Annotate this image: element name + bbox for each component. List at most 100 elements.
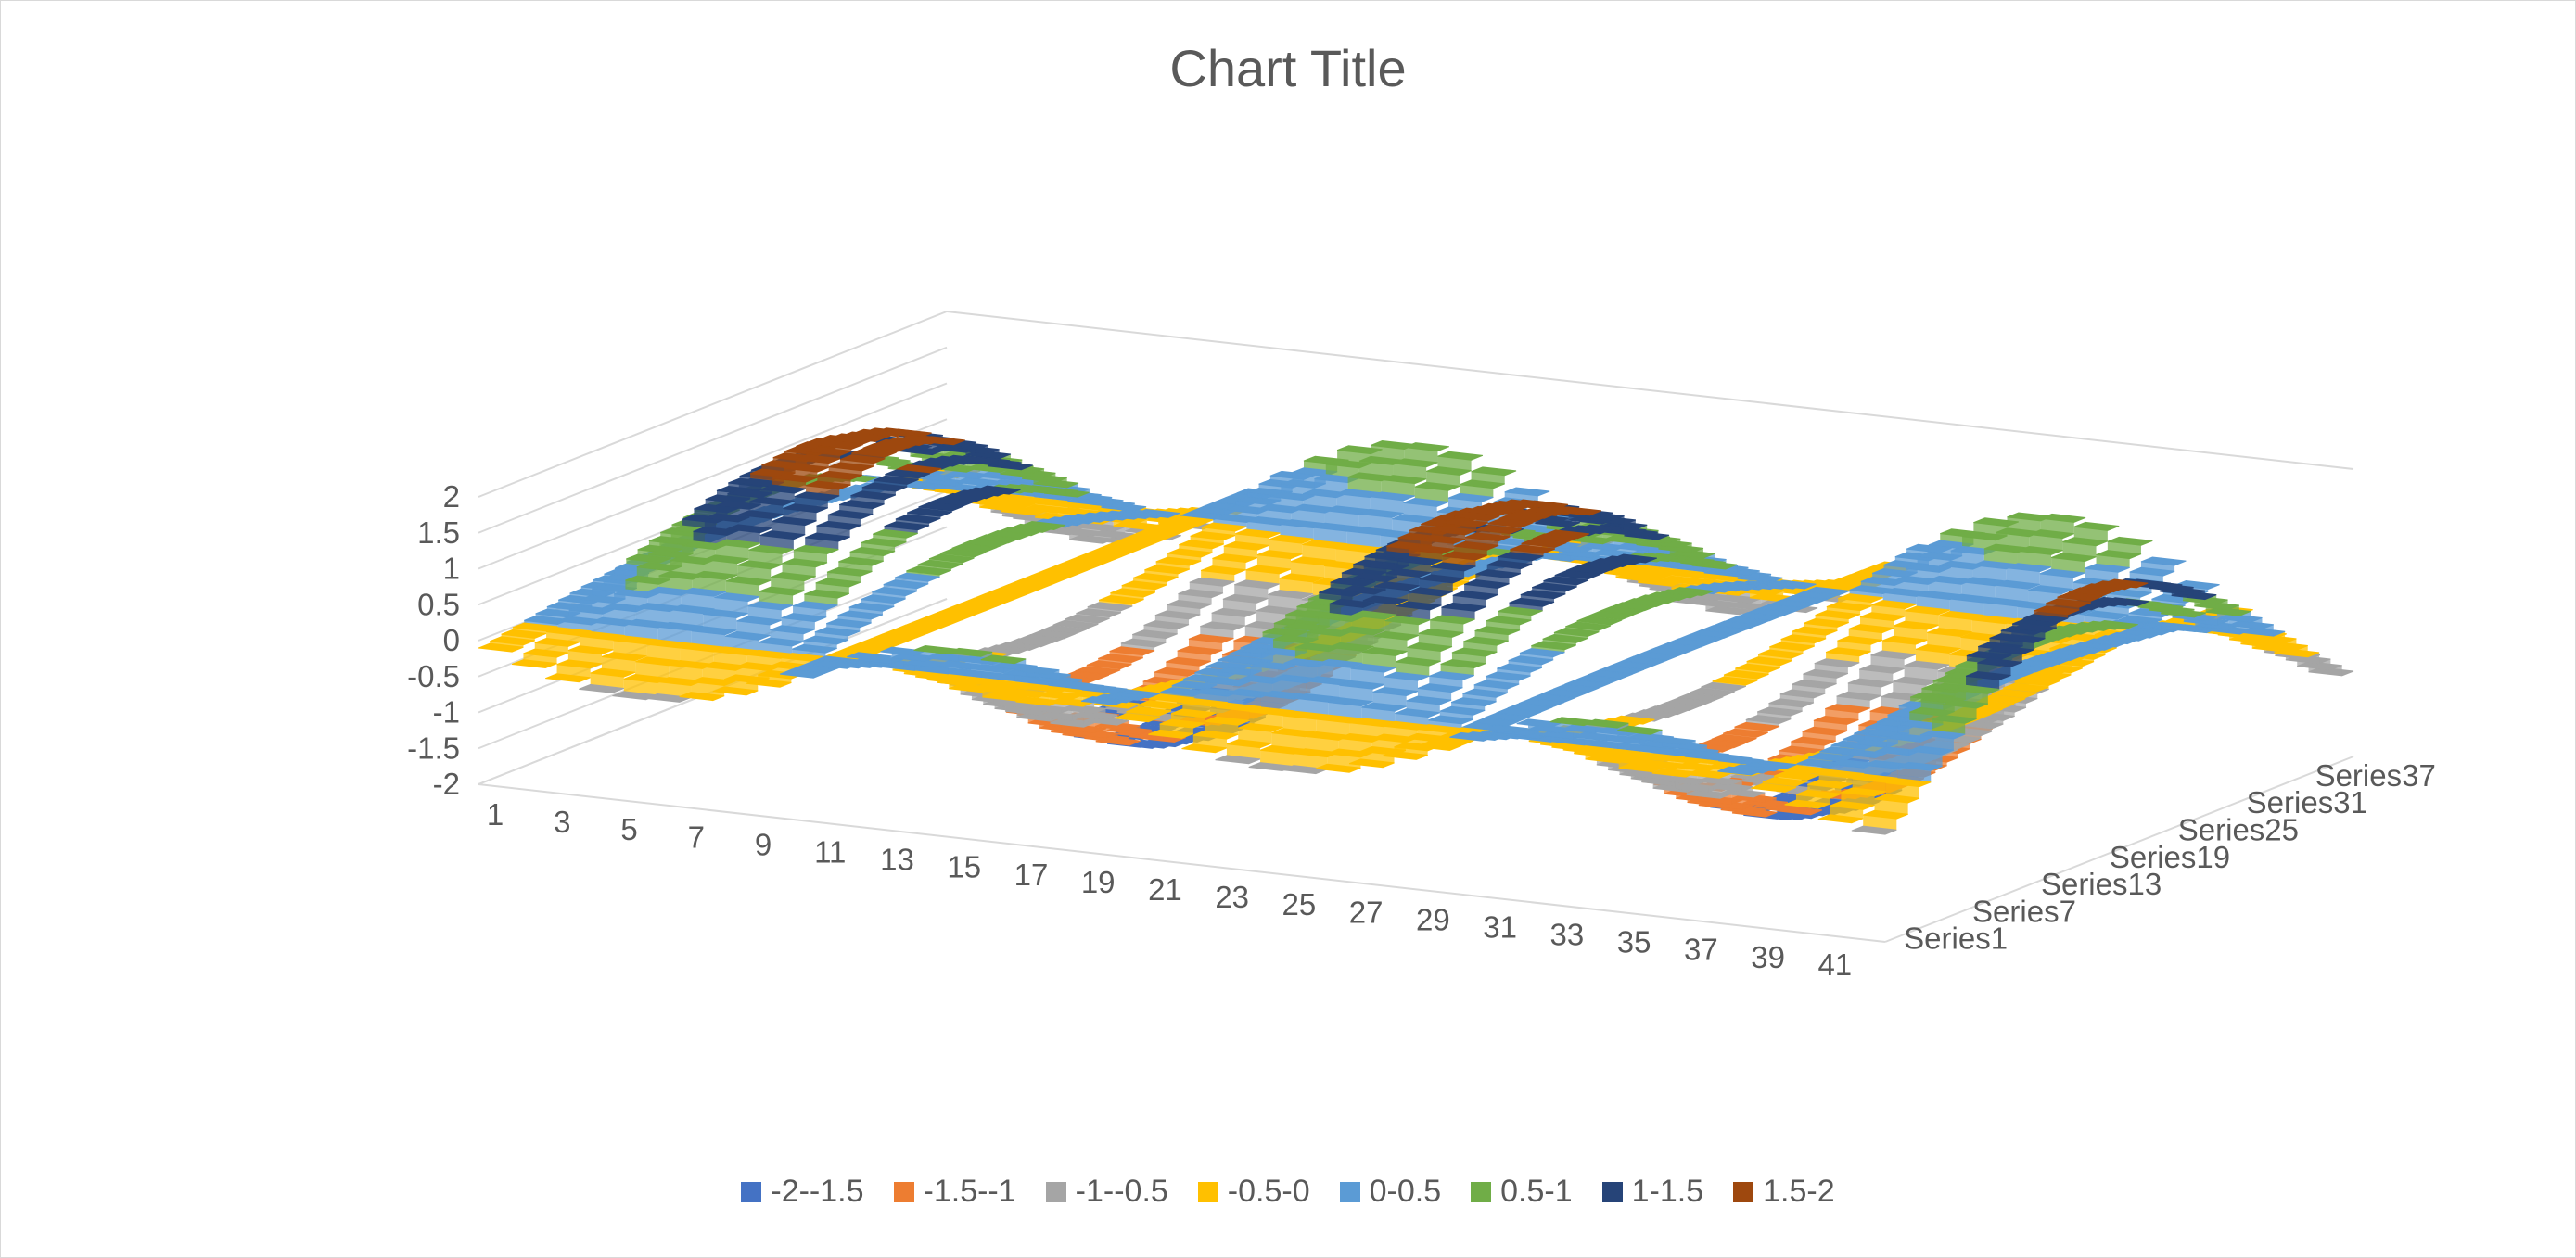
surface-cell-face — [1227, 693, 1261, 707]
surface-cell-face — [1316, 718, 1350, 736]
surface-cell-face — [1362, 600, 1397, 616]
surface-cell-face — [1260, 695, 1295, 711]
surface-cell-face — [1520, 653, 1554, 660]
surface-cell-face — [1927, 632, 1961, 649]
surface-cell — [1791, 736, 1836, 746]
surface-cell-face — [1983, 602, 2018, 619]
surface-cell — [928, 553, 975, 564]
surface-cell-face — [1245, 569, 1280, 584]
x-tick-label: 5 — [620, 812, 637, 846]
surface-cell-face — [691, 681, 725, 696]
surface-cell-face — [1171, 685, 1205, 692]
legend-label: 1.5-2 — [1763, 1174, 1835, 1209]
surface-cell-face — [681, 592, 715, 609]
surface-cell-face — [1803, 674, 1837, 684]
surface-cell-face — [670, 609, 704, 627]
surface-cell-face — [772, 477, 807, 489]
legend-label: 0-0.5 — [1369, 1174, 1442, 1209]
surface-cell-face — [1928, 580, 1962, 595]
legend-swatch — [1733, 1181, 1754, 1202]
surface-cell-face — [1098, 658, 1132, 665]
surface-cell-face — [814, 631, 848, 641]
surface-cell-face — [1894, 626, 1928, 641]
surface-cell-face — [1860, 581, 1894, 590]
surface-cell-face — [1971, 619, 2006, 637]
surface-cell-face — [2029, 534, 2063, 551]
surface-cell-face — [2128, 613, 2162, 620]
surface-cell-face — [1280, 524, 1314, 540]
surface-cell-face — [1324, 510, 1359, 527]
surface-cell-face — [1226, 743, 1261, 759]
surface-cell-face — [1167, 604, 1201, 615]
surface-cell-face — [1222, 599, 1257, 613]
series-tick-label: Series31 — [2247, 785, 2367, 820]
surface-cell — [1851, 825, 1897, 835]
surface-cell-face — [2000, 639, 2034, 650]
surface-cell-face — [1826, 652, 1860, 663]
surface-cell-face — [1256, 554, 1292, 570]
surface-cell — [951, 542, 998, 553]
surface-cell-face — [614, 593, 648, 608]
surface-cell-face — [1171, 713, 1205, 724]
z-tick-label: -1.5 — [407, 731, 460, 765]
surface-cell — [828, 462, 874, 472]
surface-cell-face — [635, 661, 670, 679]
surface-cell-face — [1442, 555, 1476, 566]
surface-cell-face — [613, 640, 647, 656]
surface-cell-face — [646, 644, 681, 661]
surface-cell-face — [635, 607, 670, 624]
surface-cell-face — [737, 565, 772, 581]
surface-cell — [1471, 466, 1517, 477]
surface-cell-face — [1863, 815, 1897, 831]
surface-cell-face — [1814, 663, 1848, 674]
surface-cell-face — [1932, 719, 1966, 735]
surface-cell-face — [1317, 664, 1351, 680]
surface-cell — [1238, 722, 1283, 732]
surface-cell-face — [724, 636, 759, 651]
surface-cell-face — [1908, 750, 1943, 767]
surface-cell-face — [848, 607, 883, 616]
surface-cell — [1351, 610, 1397, 620]
legend-label: -1--0.5 — [1075, 1174, 1168, 1209]
surface-cell-face — [1154, 615, 1189, 625]
surface-cell-face — [1205, 681, 1240, 693]
surface-cell — [896, 464, 942, 474]
surface-cell-face — [1849, 590, 1883, 598]
floor-edge — [478, 783, 1886, 943]
surface-cell-face — [2007, 516, 2041, 532]
surface-cell-face — [1099, 600, 1133, 606]
surface-cell-face — [1807, 784, 1842, 794]
surface-cell-face — [2129, 572, 2163, 582]
surface-cell-face — [624, 624, 658, 641]
surface-cell-face — [1486, 565, 1521, 574]
surface-cell — [1132, 629, 1178, 640]
legend-swatch — [1339, 1181, 1360, 1202]
surface-cell-face — [1362, 652, 1396, 668]
surface-cell-face — [1201, 527, 1236, 536]
surface-cell — [1396, 656, 1441, 667]
surface-cell-face — [2140, 561, 2175, 572]
surface-cell-face — [1779, 693, 1814, 703]
surface-cell-face — [1238, 728, 1272, 743]
surface-cell — [1144, 565, 1191, 575]
surface-cell-face — [1462, 693, 1497, 702]
surface-cell-face — [1874, 798, 1908, 815]
surface-cell-face — [803, 640, 837, 649]
surface-cell — [1120, 638, 1167, 648]
surface-cell-face — [1451, 653, 1486, 664]
surface-cell — [1532, 533, 1578, 543]
surface-cell-face — [1137, 705, 1172, 711]
surface-cell-face — [837, 615, 872, 623]
legend-item: 1-1.5 — [1601, 1174, 1703, 1210]
surface-cell-face — [657, 627, 692, 644]
surface-cell — [1684, 750, 1729, 760]
surface-cell-face — [1370, 496, 1404, 514]
surface-cell-face — [1325, 464, 1359, 478]
surface-cell-face — [1443, 523, 1477, 530]
surface-cell-face — [1870, 654, 1905, 669]
surface-cell-face — [1919, 734, 1954, 751]
surface-cell-face — [1498, 611, 1532, 620]
surface-cell-face — [1189, 582, 1223, 593]
surface-cell-face — [1306, 680, 1340, 698]
